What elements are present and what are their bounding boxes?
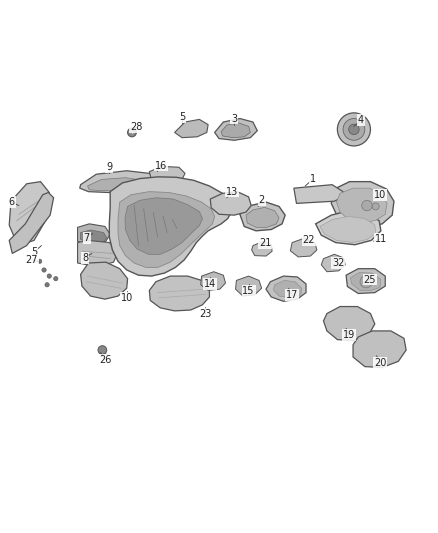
Circle shape [349, 124, 359, 135]
Polygon shape [118, 192, 215, 268]
Polygon shape [336, 188, 387, 223]
Text: 13: 13 [226, 187, 238, 197]
Circle shape [127, 128, 136, 137]
Circle shape [45, 282, 49, 287]
Text: 23: 23 [199, 309, 211, 319]
Text: 2: 2 [258, 196, 265, 205]
Text: 9: 9 [106, 162, 113, 172]
Polygon shape [246, 207, 279, 228]
Polygon shape [88, 177, 148, 191]
Text: 8: 8 [82, 253, 88, 263]
Polygon shape [266, 276, 306, 301]
Polygon shape [81, 230, 107, 243]
Polygon shape [331, 182, 394, 228]
Text: 6: 6 [9, 197, 15, 207]
Polygon shape [81, 262, 127, 299]
Polygon shape [323, 306, 375, 341]
Text: 10: 10 [120, 293, 133, 303]
Polygon shape [273, 280, 302, 298]
Polygon shape [210, 192, 251, 215]
Text: 21: 21 [259, 238, 271, 248]
Polygon shape [290, 238, 317, 257]
Polygon shape [321, 254, 345, 272]
Circle shape [362, 200, 372, 211]
Text: 3: 3 [231, 114, 237, 124]
Circle shape [98, 346, 107, 354]
Polygon shape [125, 198, 202, 254]
Text: 25: 25 [364, 274, 376, 285]
Polygon shape [215, 118, 257, 140]
Polygon shape [80, 171, 157, 192]
Polygon shape [201, 272, 226, 290]
Text: 5: 5 [32, 247, 38, 257]
Polygon shape [78, 240, 118, 266]
Circle shape [53, 277, 58, 281]
Polygon shape [294, 184, 343, 204]
Text: 15: 15 [242, 286, 255, 296]
Polygon shape [240, 202, 285, 231]
Polygon shape [149, 276, 209, 311]
Polygon shape [320, 216, 376, 243]
Circle shape [372, 203, 379, 210]
Polygon shape [9, 192, 53, 254]
Circle shape [47, 274, 51, 278]
Circle shape [130, 130, 134, 135]
Circle shape [360, 276, 372, 288]
Polygon shape [149, 166, 185, 182]
Text: 27: 27 [25, 255, 38, 264]
Polygon shape [316, 211, 381, 245]
Text: 1: 1 [310, 174, 316, 184]
Circle shape [38, 259, 42, 263]
Polygon shape [9, 182, 49, 246]
Text: 20: 20 [374, 358, 386, 368]
Text: 11: 11 [375, 233, 387, 244]
Text: 4: 4 [358, 115, 364, 125]
Text: 19: 19 [343, 330, 355, 340]
Polygon shape [346, 269, 385, 294]
Circle shape [343, 118, 365, 140]
Polygon shape [175, 119, 208, 138]
Polygon shape [78, 224, 110, 245]
Text: 26: 26 [99, 354, 111, 365]
Circle shape [337, 113, 371, 146]
Circle shape [42, 268, 46, 272]
Text: 22: 22 [302, 236, 315, 245]
Text: 16: 16 [155, 160, 167, 171]
Polygon shape [353, 331, 406, 367]
Text: 10: 10 [374, 190, 386, 200]
Text: 32: 32 [332, 258, 344, 268]
Polygon shape [252, 241, 272, 256]
Polygon shape [221, 123, 251, 138]
Polygon shape [350, 272, 381, 290]
Text: 28: 28 [130, 122, 142, 132]
Text: 5: 5 [179, 112, 185, 122]
Polygon shape [110, 177, 232, 276]
Text: 17: 17 [286, 290, 298, 300]
Text: 14: 14 [204, 279, 216, 289]
Text: 7: 7 [84, 233, 90, 243]
Polygon shape [236, 276, 261, 296]
